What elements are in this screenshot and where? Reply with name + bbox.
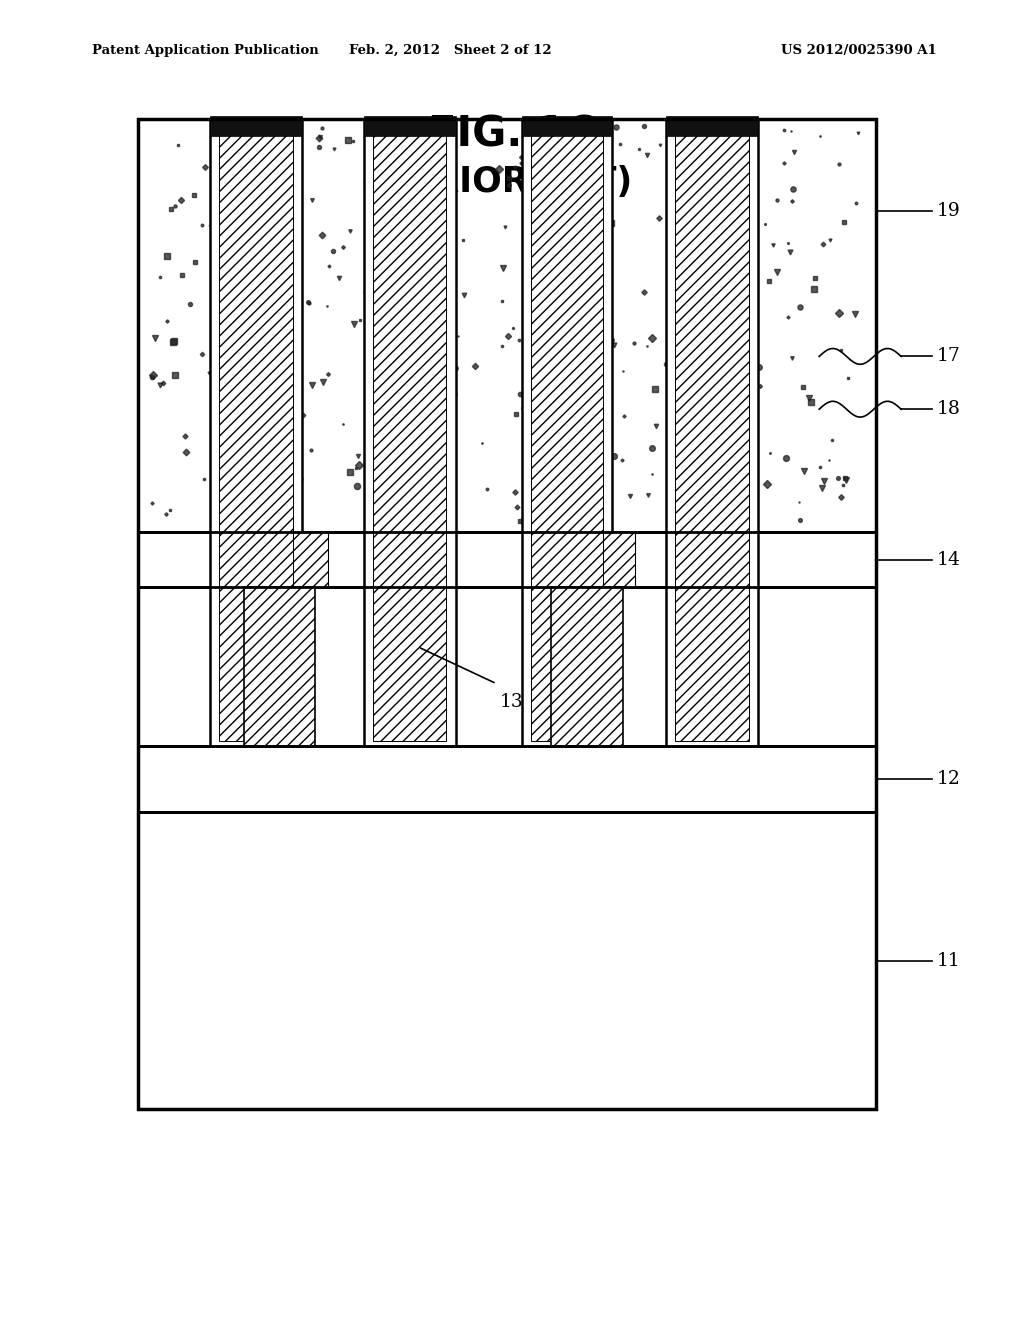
Bar (210, 119, 302, 746)
Bar (210, 116, 302, 136)
Bar (522, 116, 612, 136)
Bar (373, 119, 446, 741)
Bar (219, 119, 293, 741)
Text: 17: 17 (937, 347, 961, 366)
Bar (364, 116, 456, 136)
Bar (539, 532, 635, 587)
Bar (244, 587, 315, 746)
Bar (522, 119, 612, 746)
Text: US 2012/0025390 A1: US 2012/0025390 A1 (781, 44, 937, 57)
Text: 12: 12 (937, 770, 961, 788)
Bar (138, 119, 876, 1109)
Bar (364, 119, 456, 746)
Text: 13: 13 (500, 693, 524, 711)
Bar (138, 812, 876, 1109)
Text: 14: 14 (937, 550, 961, 569)
Bar (666, 116, 758, 136)
Bar (675, 119, 749, 741)
Bar (138, 746, 876, 812)
Text: 19: 19 (937, 202, 961, 220)
Text: Patent Application Publication: Patent Application Publication (92, 44, 318, 57)
Bar (231, 532, 328, 587)
Text: 11: 11 (937, 952, 961, 970)
Bar (666, 119, 758, 746)
Bar (551, 587, 623, 746)
Bar (138, 532, 876, 587)
Bar (138, 119, 876, 532)
Text: Feb. 2, 2012   Sheet 2 of 12: Feb. 2, 2012 Sheet 2 of 12 (349, 44, 552, 57)
Text: FIG. 1C: FIG. 1C (428, 114, 596, 156)
Text: 18: 18 (937, 400, 961, 418)
Bar (531, 119, 603, 741)
Text: (PRIOR ART): (PRIOR ART) (391, 165, 633, 199)
